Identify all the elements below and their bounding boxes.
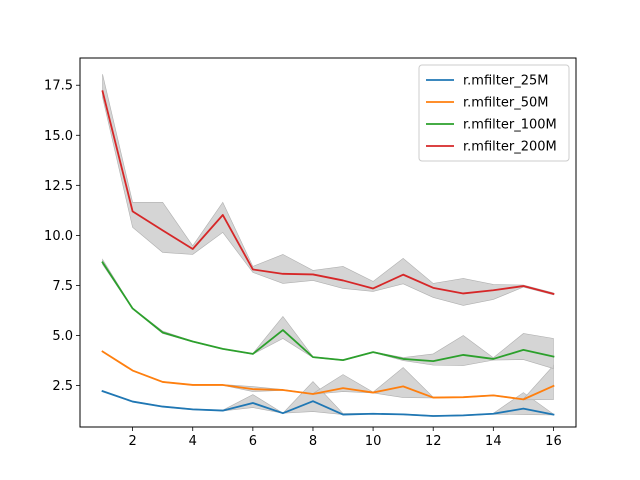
y-tick-label: 10.0	[44, 229, 73, 244]
y-tick-label: 12.5	[44, 179, 73, 194]
y-tick-label: 5.0	[52, 329, 73, 344]
y-tick-label: 2.5	[52, 379, 73, 394]
y-tick-label: 7.5	[52, 279, 73, 294]
line-r.mfilter_200M	[101, 90, 555, 295]
legend-box	[418, 64, 570, 162]
legend-label: r.mfilter_50M	[463, 96, 548, 111]
x-axis: 2 4 6 8 10 12 14 16	[128, 427, 562, 449]
confidence-bands	[102, 74, 554, 417]
series-lines	[101, 90, 555, 417]
legend-label: r.mfilter_100M	[463, 118, 557, 133]
x-tick-label: 6	[249, 434, 257, 449]
band-r.mfilter_50M	[102, 350, 554, 401]
legend-label: r.mfilter_200M	[463, 140, 557, 155]
line-r.mfilter_100M	[101, 261, 555, 363]
x-tick-label: 16	[545, 434, 562, 449]
y-tick-label: 15.0	[44, 129, 73, 144]
y-tick-label: 17.5	[44, 79, 73, 94]
legend: r.mfilter_25M r.mfilter_50M r.mfilter_100M…	[418, 64, 570, 162]
x-tick-label: 12	[425, 434, 442, 449]
band-r.mfilter_200M	[102, 74, 554, 306]
x-tick-label: 14	[485, 434, 502, 449]
x-tick-label: 4	[189, 434, 197, 449]
y-axis: 2.5 5.0 7.5 10.0 12.5 15.0 17.5	[44, 79, 80, 394]
x-tick-label: 2	[128, 434, 136, 449]
legend-label: r.mfilter_25M	[463, 74, 548, 89]
line-r.mfilter_25M	[101, 390, 555, 417]
x-tick-label: 8	[309, 434, 317, 449]
plot-frame	[79, 57, 577, 428]
x-tick-label: 10	[365, 434, 382, 449]
line-r.mfilter_50M	[101, 350, 555, 401]
